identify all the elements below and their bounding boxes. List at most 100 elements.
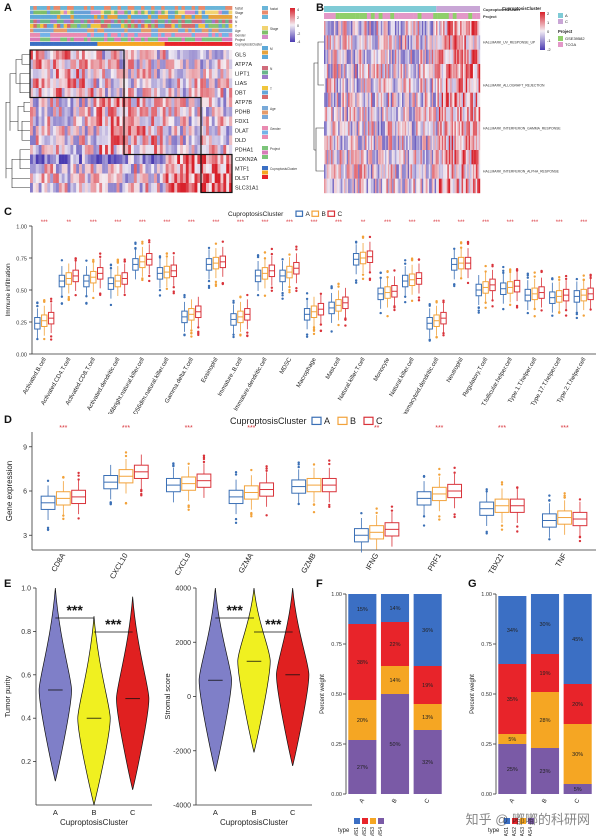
category-label: Natural.killer.T.cell xyxy=(337,357,366,402)
annotation-cell xyxy=(141,28,145,33)
heatmap-cell xyxy=(436,21,438,36)
heatmap-cell xyxy=(419,107,421,122)
heatmap-cell xyxy=(450,150,452,165)
heatmap-cell xyxy=(358,64,360,79)
category-label: CD8A xyxy=(49,552,67,574)
annotation-cell xyxy=(141,10,145,15)
heatmap-cell xyxy=(76,88,80,98)
legend-swatch-a xyxy=(311,416,322,426)
heatmap-cell xyxy=(87,97,91,107)
heatmap-cell xyxy=(96,78,100,88)
annotation-cell xyxy=(201,24,206,28)
heatmap-cell xyxy=(460,121,462,136)
outlier-point xyxy=(502,265,505,269)
heatmap-cell xyxy=(346,178,349,194)
heatmap-cell xyxy=(119,88,123,98)
heatmap-cell xyxy=(84,154,88,164)
heatmap-cell xyxy=(475,92,478,108)
heatmap-cell xyxy=(206,183,210,193)
annotation-cell xyxy=(201,6,206,10)
heatmap-cell xyxy=(55,116,60,126)
heatmap-cell xyxy=(32,145,36,155)
annotation-cell xyxy=(114,10,118,15)
heatmap-cell xyxy=(433,49,435,65)
heatmap-cell xyxy=(206,164,210,174)
heatmap-cell xyxy=(47,107,51,117)
annotation-label: Age xyxy=(235,29,241,33)
heatmap-cell xyxy=(131,183,135,193)
heatmap-cell xyxy=(61,59,65,69)
category-label: TBX21 xyxy=(486,552,505,576)
heatmap-cell xyxy=(367,78,370,93)
annotation-cell xyxy=(171,37,176,42)
annotation-cell xyxy=(208,33,213,37)
heatmap-cell xyxy=(470,21,472,36)
heatmap-cell xyxy=(336,64,339,79)
bar-segment-cms4 xyxy=(413,730,442,794)
heatmap-cell xyxy=(406,21,408,36)
heatmap-cell xyxy=(76,145,80,155)
heatmap-cell xyxy=(197,50,201,60)
heatmap-cell xyxy=(352,35,354,50)
outlier-point xyxy=(453,284,456,288)
annotation-cell xyxy=(225,15,229,19)
heatmap-cell xyxy=(226,173,230,183)
heatmap-cell xyxy=(142,164,146,174)
heatmap-cell xyxy=(165,50,169,60)
heatmap-cell xyxy=(188,50,192,60)
heatmap-cell xyxy=(416,35,418,50)
heatmap-cell xyxy=(156,116,161,126)
annotation-project-cell xyxy=(468,13,473,19)
heatmap-cell xyxy=(464,35,467,50)
annotation-cell xyxy=(131,6,135,10)
heatmap-cell xyxy=(414,135,417,151)
heatmap-cell xyxy=(403,164,406,179)
bar-segment-kras3 xyxy=(530,692,560,748)
heatmap-cell xyxy=(122,164,126,174)
heatmap-cell xyxy=(328,164,330,179)
annotation-cell xyxy=(151,42,155,46)
significance-label: *** xyxy=(114,220,122,226)
heatmap-cell xyxy=(346,107,349,122)
heatmap-cell xyxy=(116,173,120,183)
heatmap-cell xyxy=(475,150,478,165)
heatmap-cell xyxy=(30,59,34,69)
heatmap-cell xyxy=(131,116,135,126)
outlier-point xyxy=(197,326,200,329)
heatmap-cell xyxy=(420,135,423,151)
heatmap-cell xyxy=(32,116,36,126)
heatmap-cell xyxy=(393,35,396,50)
heatmap-cell xyxy=(346,92,349,108)
heatmap-cell xyxy=(426,150,428,165)
category-label: Activated.B.cell xyxy=(22,357,48,396)
heatmap-cell xyxy=(348,49,350,65)
heatmap-cell xyxy=(229,135,233,145)
annotation-cell xyxy=(30,6,34,10)
heatmap-cell xyxy=(393,49,396,65)
heatmap-cell xyxy=(200,69,204,79)
legend-label: KRAS1 xyxy=(504,827,510,836)
annotation-row-cuproptosiscluster xyxy=(30,42,233,46)
legend-swatch xyxy=(558,19,563,24)
outlier-point xyxy=(190,335,193,338)
heatmap-cell xyxy=(470,150,472,165)
annotation-cell xyxy=(50,15,54,19)
annotation-project-cell xyxy=(394,13,399,19)
heatmap-cell xyxy=(355,150,357,165)
heatmap-cell xyxy=(430,135,432,151)
annotation-cell xyxy=(100,19,105,24)
annotation-cell xyxy=(151,10,155,15)
annotation-cell xyxy=(205,19,209,24)
heatmap-cell xyxy=(423,64,425,79)
row-dendrogram xyxy=(5,54,30,189)
heatmap-cell xyxy=(382,21,384,36)
heatmap-cell xyxy=(162,107,166,117)
heatmap-cell xyxy=(447,150,449,165)
heatmap-cell xyxy=(428,107,431,122)
heatmap-cell xyxy=(413,107,415,122)
heatmap-cell xyxy=(349,92,352,108)
heatmap-cell xyxy=(336,92,339,108)
heatmap-cell xyxy=(362,107,364,122)
heatmap-cell xyxy=(99,107,103,117)
